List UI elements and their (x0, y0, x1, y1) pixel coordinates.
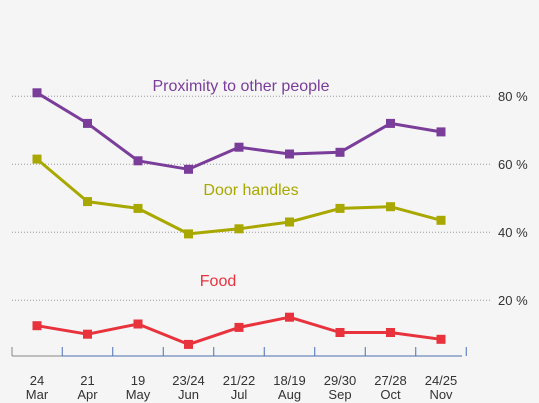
data-point-proximity (83, 118, 92, 128)
x-tick-label-line1: 24 (30, 373, 44, 388)
data-point-door-handles (335, 203, 345, 213)
data-point-door-handles (436, 215, 446, 225)
data-point-proximity (234, 142, 244, 152)
x-tick-label-line1: 23/24 (172, 373, 205, 388)
data-point-proximity (184, 164, 193, 174)
data-point-proximity (285, 149, 294, 159)
data-point-door-handles (285, 217, 294, 227)
data-point-food (335, 328, 345, 337)
series-label-door-handles: Door handles (203, 182, 298, 199)
y-tick-label-60: 60 % (498, 157, 528, 172)
y-tick-label-40: 40 % (498, 225, 528, 240)
data-point-food (32, 321, 42, 331)
data-point-door-handles (32, 154, 42, 164)
x-tick-label-line1: 18/19 (273, 373, 306, 388)
data-point-proximity (386, 118, 395, 128)
data-point-food (133, 319, 143, 329)
data-point-door-handles (234, 224, 244, 234)
data-point-food (285, 312, 294, 322)
series-label-proximity: Proximity to other people (153, 78, 330, 95)
x-tick-label-line2: Oct (380, 387, 401, 402)
x-tick-label-line2: Jul (231, 387, 248, 402)
data-point-proximity (32, 88, 42, 98)
data-series (32, 88, 446, 349)
data-point-proximity (133, 156, 143, 166)
data-point-door-handles (83, 197, 92, 207)
data-point-door-handles (133, 203, 143, 213)
x-tick-label-line2: Sep (328, 387, 351, 402)
x-tick-label-line1: 27/28 (374, 373, 407, 388)
data-point-food (184, 339, 193, 349)
x-tick-label-line1: 21 (80, 373, 94, 388)
data-point-door-handles (386, 202, 395, 212)
data-point-food (436, 334, 446, 344)
x-tick-label-line2: Mar (26, 387, 49, 402)
data-point-proximity (335, 147, 345, 157)
x-tick-label-line1: 24/25 (425, 373, 458, 388)
data-point-door-handles (184, 229, 193, 239)
data-point-proximity (436, 127, 446, 137)
series-label-food: Food (200, 273, 236, 290)
data-point-food (83, 329, 92, 339)
data-point-food (386, 328, 395, 337)
y-tick-label-20: 20 % (498, 293, 528, 308)
x-tick-label-line2: Nov (429, 387, 453, 402)
series-labels: Proximity to other people Door handles Foo… (153, 78, 330, 290)
x-tick-label-line1: 21/22 (223, 373, 256, 388)
x-tick-label-line2: Apr (77, 387, 98, 402)
x-tick-label-line2: Aug (278, 387, 301, 402)
data-point-food (234, 322, 244, 332)
x-tick-label-line2: May (126, 387, 151, 402)
x-tick-label-line2: Jun (178, 387, 199, 402)
x-tick-label-line1: 29/30 (324, 373, 357, 388)
x-tick-label-line1: 19 (131, 373, 145, 388)
y-axis-tick-labels: 20 % 40 % 60 % 80 % (498, 89, 528, 308)
y-tick-label-80: 80 % (498, 89, 528, 104)
